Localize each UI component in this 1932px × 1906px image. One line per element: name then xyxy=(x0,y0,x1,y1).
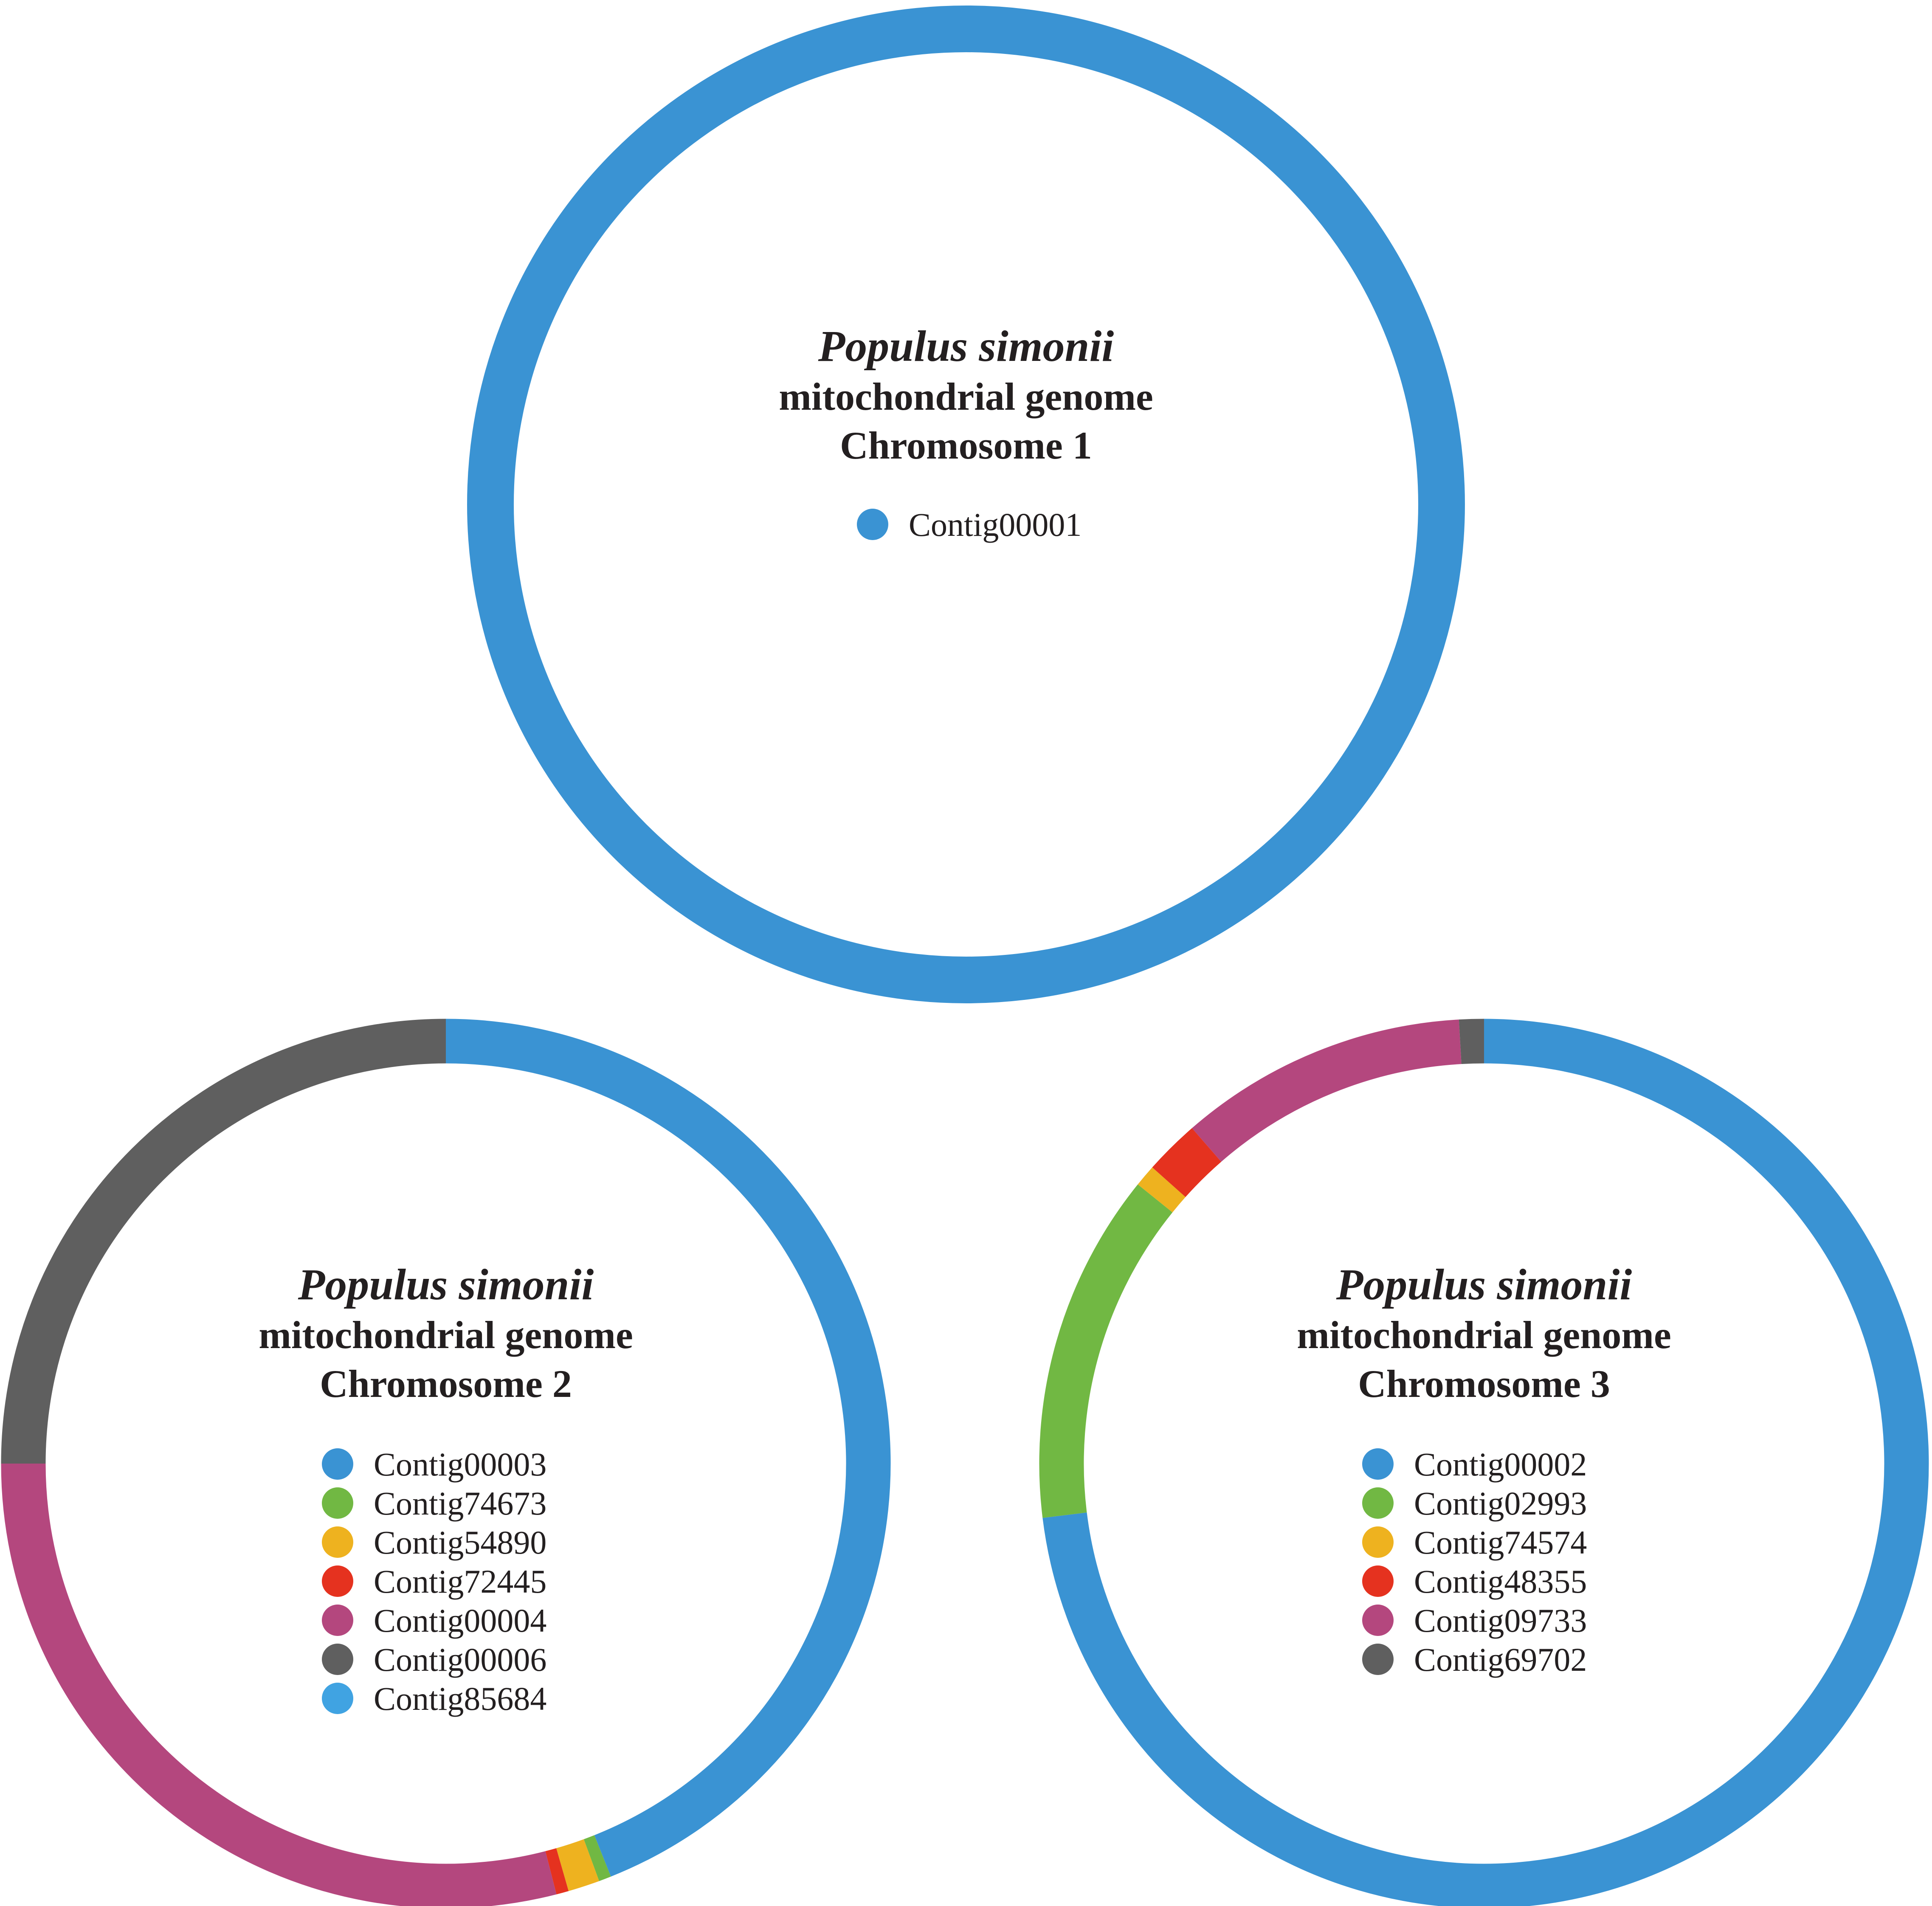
ring-segment-contig00001 xyxy=(467,6,1465,1003)
ring-segment-contig09733 xyxy=(1192,1019,1462,1162)
legend-swatch xyxy=(1362,1605,1394,1636)
chart-subtitle-line: Chromosome 2 xyxy=(320,1362,572,1405)
legend-swatch xyxy=(322,1605,353,1636)
legend-label: Contig74673 xyxy=(374,1485,546,1522)
chart-subtitle-line: Chromosome 3 xyxy=(1358,1362,1610,1405)
legend-swatch xyxy=(1362,1526,1394,1558)
legend-swatch xyxy=(322,1683,353,1714)
legend-swatch xyxy=(1362,1565,1394,1597)
chart-subtitle-line: mitochondrial genome xyxy=(779,375,1153,418)
legend-swatch xyxy=(857,509,888,540)
ring-segment-contig00003 xyxy=(445,1019,891,1877)
legend-label: Contig00002 xyxy=(1414,1446,1587,1483)
ring-segment-contig48355 xyxy=(1152,1128,1222,1197)
legend-swatch xyxy=(322,1487,353,1519)
ring-segment-contig02993 xyxy=(1039,1184,1173,1518)
legend: Contig00002Contig02993Contig74574Contig4… xyxy=(1362,1446,1587,1678)
legend-label: Contig54890 xyxy=(374,1524,546,1561)
ring-segment-contig74574 xyxy=(1138,1167,1186,1213)
chart-subtitle-line: mitochondrial genome xyxy=(1297,1313,1671,1357)
ring-segment-contig74673 xyxy=(583,1835,611,1881)
legend: Contig00003Contig74673Contig54890Contig7… xyxy=(322,1446,546,1717)
legend-label: Contig00003 xyxy=(374,1446,546,1483)
legend-label: Contig02993 xyxy=(1414,1485,1587,1522)
legend-swatch xyxy=(1362,1448,1394,1480)
legend-swatch xyxy=(322,1644,353,1675)
ring-segment-contig00004 xyxy=(1,1463,557,1906)
legend-swatch xyxy=(322,1526,353,1558)
chart-title: Populus simonii xyxy=(818,322,1114,371)
chart-subtitle-line: Chromosome 1 xyxy=(840,424,1092,467)
ring-segment-contig69702 xyxy=(1459,1019,1484,1064)
legend-swatch xyxy=(322,1565,353,1597)
chart-title: Populus simonii xyxy=(298,1260,594,1309)
legend-label: Contig69702 xyxy=(1414,1641,1587,1678)
ring-segment-contig54890 xyxy=(556,1839,600,1891)
legend: Contig00001 xyxy=(857,506,1081,543)
legend-swatch xyxy=(1362,1644,1394,1675)
legend-swatch xyxy=(322,1448,353,1480)
legend-label: Contig48355 xyxy=(1414,1563,1587,1600)
legend-label: Contig00001 xyxy=(909,506,1081,543)
ring-segment-contig72445 xyxy=(545,1848,569,1895)
legend-label: Contig09733 xyxy=(1414,1602,1587,1639)
chart-title: Populus simonii xyxy=(1336,1260,1632,1309)
legend-label: Contig00004 xyxy=(374,1602,546,1639)
legend-label: Contig00006 xyxy=(374,1641,546,1678)
chart-subtitle-line: mitochondrial genome xyxy=(259,1313,633,1357)
legend-label: Contig74574 xyxy=(1414,1524,1587,1561)
legend-swatch xyxy=(1362,1487,1394,1519)
ring-segment-contig00002 xyxy=(1042,1019,1929,1906)
legend-label: Contig85684 xyxy=(374,1680,546,1717)
legend-label: Contig72445 xyxy=(374,1563,546,1600)
ring-segment-contig00006 xyxy=(1,1019,446,1464)
